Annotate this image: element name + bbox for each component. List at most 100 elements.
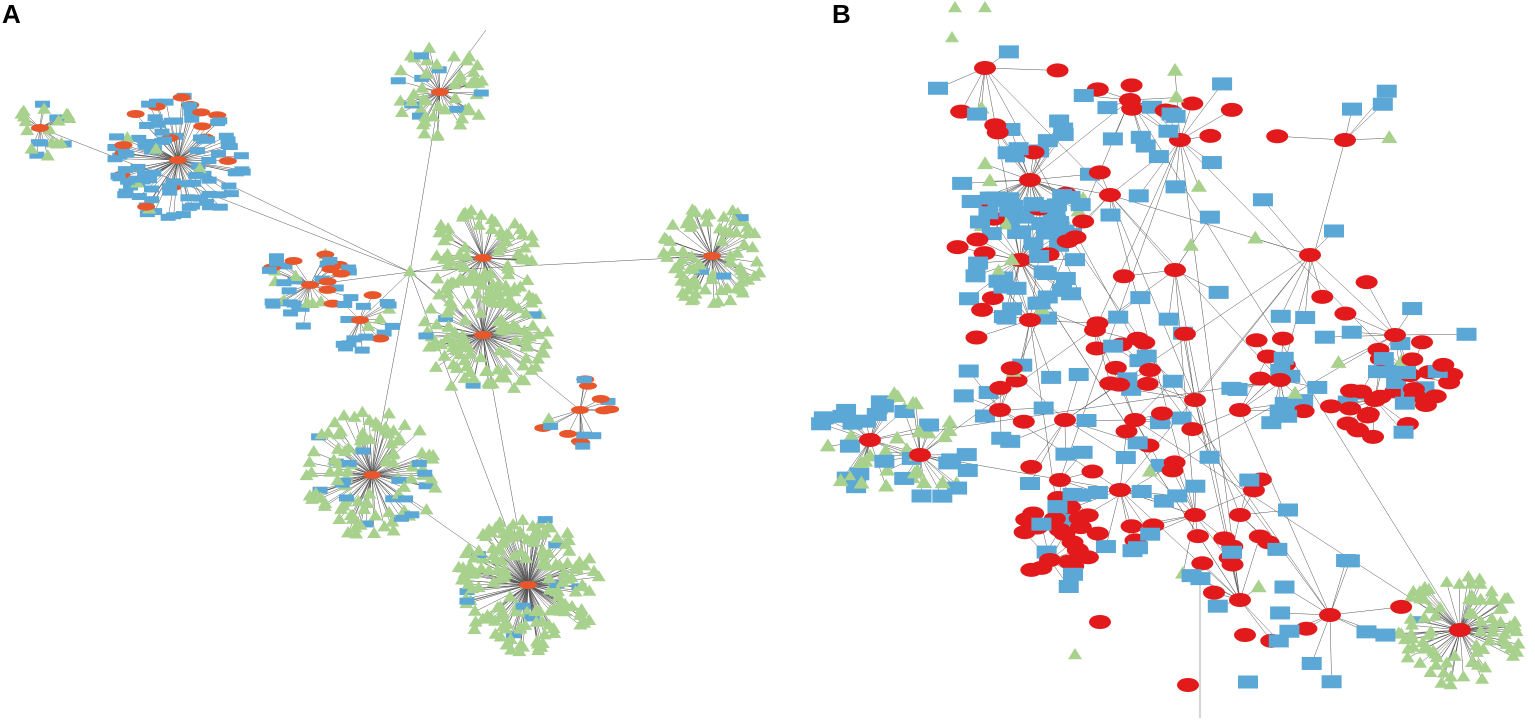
rect-node bbox=[107, 143, 123, 151]
triangle-node bbox=[1439, 656, 1454, 668]
triangle-node bbox=[511, 301, 526, 314]
triangle-node bbox=[538, 337, 553, 349]
rect-node bbox=[1307, 380, 1328, 394]
triangle-node bbox=[1501, 592, 1516, 604]
edge bbox=[468, 304, 484, 336]
triangle-node bbox=[467, 604, 482, 616]
rect-node bbox=[991, 431, 1012, 445]
rect-node bbox=[109, 133, 125, 141]
triangle-node bbox=[363, 432, 378, 445]
triangle-node bbox=[492, 541, 507, 553]
triangle-node bbox=[500, 321, 515, 333]
rect-node bbox=[1140, 527, 1161, 541]
triangle-node bbox=[911, 424, 928, 438]
triangle-node bbox=[341, 441, 356, 453]
edge bbox=[439, 57, 455, 93]
triangle-node bbox=[457, 371, 472, 383]
edge bbox=[1366, 282, 1396, 336]
triangle-node bbox=[941, 423, 958, 436]
triangle-node bbox=[332, 512, 347, 524]
ellipse-node bbox=[1181, 422, 1204, 437]
triangle-node bbox=[532, 640, 547, 653]
triangle-node bbox=[550, 531, 565, 543]
ellipse-node bbox=[1136, 376, 1159, 391]
rect-node bbox=[201, 156, 217, 164]
edge bbox=[482, 229, 493, 259]
triangle-node bbox=[557, 605, 572, 617]
rect-node bbox=[418, 332, 434, 340]
rect-node bbox=[1031, 517, 1052, 531]
rect-node bbox=[459, 597, 475, 605]
rect-node bbox=[218, 132, 234, 140]
triangle-node bbox=[520, 273, 535, 285]
edge bbox=[177, 159, 201, 199]
edge bbox=[1309, 254, 1396, 336]
triangle-node bbox=[1416, 642, 1431, 654]
triangle-node bbox=[749, 255, 764, 267]
ellipse-node bbox=[1249, 371, 1272, 386]
rect-node bbox=[1095, 540, 1116, 554]
triangle-node bbox=[447, 50, 462, 62]
triangle-node bbox=[1473, 592, 1488, 605]
triangle-node bbox=[560, 556, 575, 568]
edge bbox=[1194, 490, 1254, 516]
triangle-node bbox=[519, 551, 534, 563]
rect-node bbox=[1171, 411, 1192, 425]
triangle-node bbox=[1401, 642, 1416, 654]
rect-node bbox=[1053, 127, 1074, 141]
edge bbox=[502, 543, 529, 586]
triangle-node bbox=[482, 377, 497, 389]
rect-node bbox=[1212, 77, 1233, 91]
ellipse-node bbox=[1320, 399, 1343, 414]
ellipse-node bbox=[1046, 63, 1069, 78]
ellipse-node bbox=[1086, 316, 1109, 331]
triangle-node bbox=[340, 465, 355, 477]
triangle-node bbox=[519, 338, 534, 350]
triangle-node bbox=[449, 361, 464, 373]
triangle-node bbox=[541, 571, 556, 583]
triangle-node bbox=[441, 221, 456, 234]
triangle-node bbox=[438, 103, 453, 115]
ellipse-node bbox=[965, 330, 988, 345]
rect-node bbox=[223, 190, 239, 198]
edge bbox=[177, 126, 203, 161]
triangle-node bbox=[497, 563, 512, 575]
triangle-node bbox=[49, 137, 64, 149]
edge bbox=[1329, 560, 1351, 616]
edge bbox=[466, 584, 529, 602]
edge bbox=[1459, 584, 1472, 631]
triangle-node bbox=[1462, 605, 1477, 618]
ellipse-node bbox=[1120, 78, 1143, 93]
triangle-node bbox=[527, 528, 542, 540]
rect-node bbox=[193, 134, 209, 142]
ellipse-node bbox=[1089, 615, 1111, 629]
edge bbox=[1109, 194, 1176, 271]
triangle-node bbox=[492, 521, 507, 533]
rect-node bbox=[261, 266, 277, 274]
rect-node bbox=[341, 459, 357, 467]
rect-node bbox=[1058, 579, 1079, 593]
edge bbox=[324, 474, 373, 507]
triangle-node bbox=[998, 216, 1015, 230]
rect-node bbox=[1008, 142, 1029, 156]
triangle-node bbox=[507, 549, 522, 561]
triangle-node bbox=[439, 306, 454, 318]
rect-node bbox=[139, 121, 155, 129]
ellipse-node bbox=[1020, 459, 1043, 474]
rect-node bbox=[1339, 554, 1360, 568]
triangle-node bbox=[528, 292, 543, 305]
triangle-node bbox=[418, 94, 433, 106]
triangle-node bbox=[660, 250, 675, 262]
triangle-node bbox=[453, 118, 468, 130]
rect-node bbox=[1199, 450, 1220, 464]
triangle-node bbox=[37, 102, 52, 114]
triangle-node bbox=[419, 67, 434, 79]
edge bbox=[478, 225, 484, 259]
triangle-node bbox=[471, 108, 486, 120]
triangle-node bbox=[426, 110, 441, 122]
rect-node bbox=[959, 292, 980, 306]
rect-node bbox=[1129, 354, 1150, 368]
triangle-node bbox=[889, 430, 906, 444]
edge bbox=[426, 60, 441, 93]
